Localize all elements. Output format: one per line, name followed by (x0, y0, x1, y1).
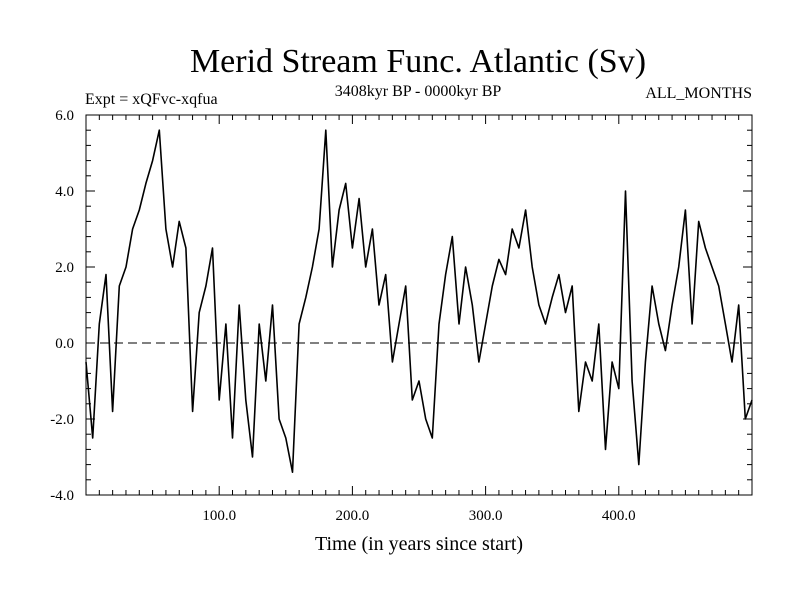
x-tick-label: 200.0 (336, 508, 370, 524)
y-tick-label: 2.0 (55, 260, 74, 276)
x-tick-label: 100.0 (202, 508, 236, 524)
x-tick-label: 400.0 (602, 508, 636, 524)
plot-frame (85, 114, 753, 496)
months-label: ALL_MONTHS (645, 85, 752, 102)
experiment-label: Expt = xQFvc-xqfua (85, 91, 218, 108)
x-tick-label: 300.0 (469, 508, 503, 524)
chart-title: Merid Stream Func. Atlantic (Sv) (190, 43, 646, 80)
period-label: 3408kyr BP - 0000kyr BP (335, 83, 502, 100)
plot-area: 100.0 200.0 300.0 400.0 -4.0 -2.0 0.0 2.0 4.0 6.0 (50, 108, 753, 524)
y-tick-label: 0.0 (55, 336, 74, 352)
y-tick-label: 4.0 (55, 184, 74, 200)
x-axis-label: Time (in years since start) (315, 533, 523, 555)
series-line (85, 129, 753, 474)
y-tick-label: 6.0 (55, 108, 74, 124)
y-tick-label: -2.0 (50, 412, 74, 428)
y-tick-label: -4.0 (50, 488, 74, 504)
